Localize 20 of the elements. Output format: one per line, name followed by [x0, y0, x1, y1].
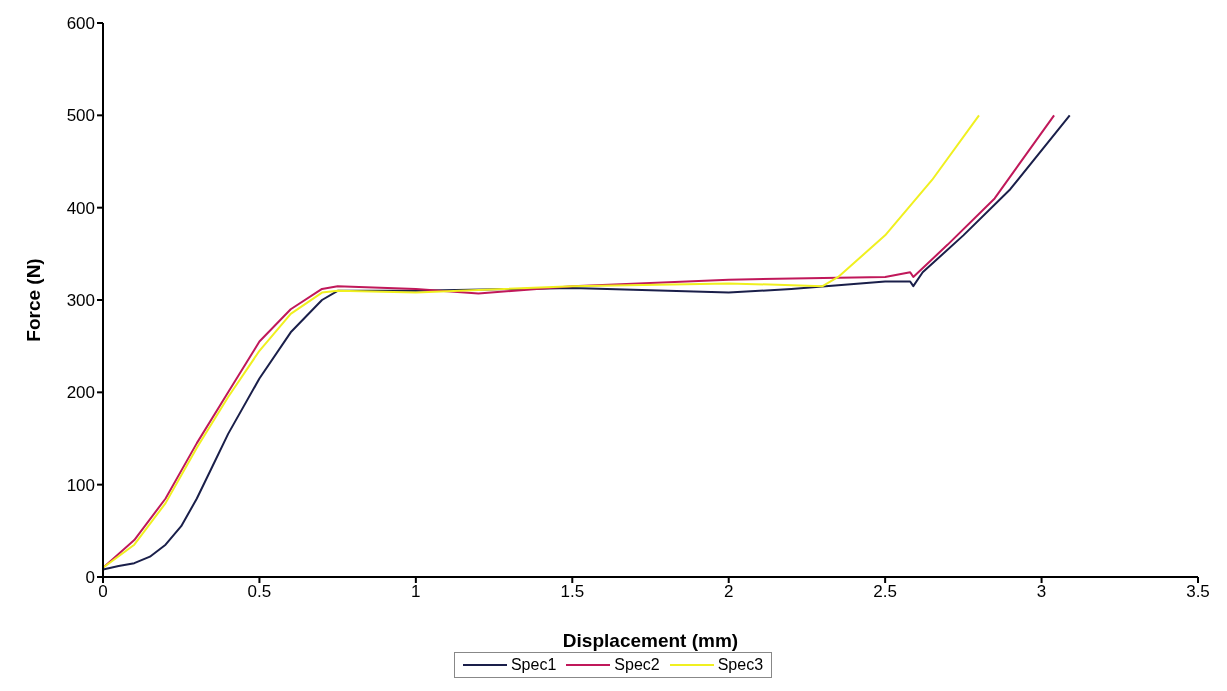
y-tick-label: 500 — [66, 106, 95, 126]
x-tick-label: 1.5 — [560, 582, 585, 602]
x-tick-label: 0.5 — [247, 582, 272, 602]
legend-label: Spec3 — [717, 656, 764, 674]
x-tick-label: 2.5 — [873, 582, 897, 602]
x-axis-title: Displacement (mm) — [562, 630, 739, 651]
y-tick-label: 600 — [66, 14, 95, 34]
y-tick-label: 200 — [66, 383, 95, 403]
x-tick-label: 2 — [723, 582, 734, 602]
y-tick-label: 100 — [66, 475, 95, 495]
x-tick-label: 0 — [98, 582, 108, 602]
legend-label: Spec2 — [614, 656, 660, 674]
x-tick-label: 3 — [1036, 582, 1047, 602]
y-tick-label: 400 — [66, 198, 95, 218]
y-tick-label: 0 — [85, 568, 95, 588]
x-tick-label: 1 — [411, 582, 421, 602]
y-tick-label: 300 — [66, 291, 95, 311]
x-tick-label: 3.5 — [1186, 582, 1210, 602]
legend-label: Spec1 — [510, 656, 557, 674]
y-axis-title: Force (N) — [22, 258, 44, 342]
